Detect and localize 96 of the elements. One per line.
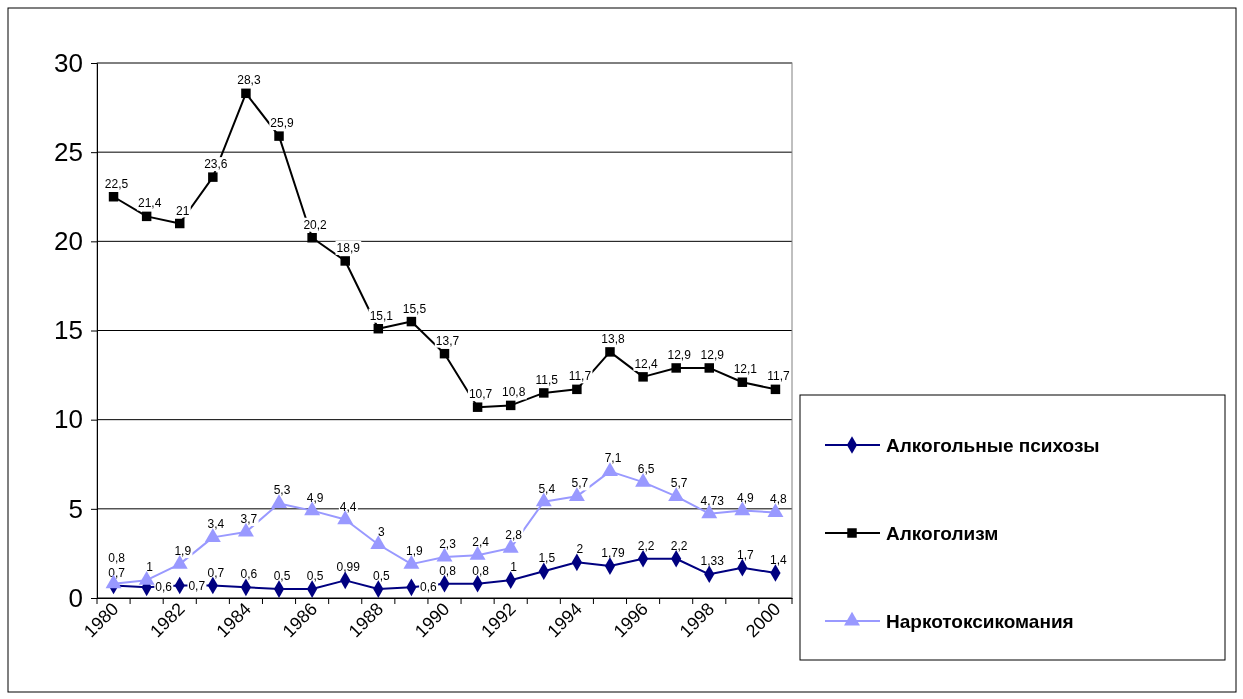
point	[704, 363, 715, 373]
data-label: 0,8	[439, 563, 457, 578]
point	[141, 211, 152, 222]
point	[505, 400, 516, 411]
data-label: 6,5	[637, 462, 655, 477]
data-label: 5,3	[273, 483, 291, 498]
data-label: 11,7	[767, 369, 791, 384]
data-label: 1	[146, 560, 154, 575]
data-label: 0,6	[420, 580, 438, 595]
point	[373, 323, 384, 334]
data-label: 1,9	[406, 544, 424, 559]
data-label: 5,7	[670, 476, 688, 491]
point	[370, 535, 387, 550]
point	[671, 363, 681, 373]
data-label: 21,4	[137, 196, 162, 211]
point	[605, 347, 615, 357]
data-label: 2	[576, 542, 584, 557]
data-label: 28,3	[237, 73, 261, 88]
data-label: 1,33	[700, 554, 725, 569]
data-label: 3,4	[207, 517, 225, 532]
data-label: 4,8	[770, 492, 788, 507]
data-label: 15,1	[369, 308, 394, 323]
point	[472, 402, 483, 412]
data-label: 23,6	[204, 157, 228, 172]
data-label: 25,9	[270, 116, 295, 131]
point	[138, 570, 155, 585]
data-label: 12,1	[733, 362, 758, 377]
data-label: 4,73	[700, 493, 725, 508]
data-label: 18,9	[336, 240, 361, 255]
data-label: 4,9	[737, 490, 755, 505]
point	[274, 131, 284, 141]
data-label: 3,7	[240, 512, 258, 527]
data-label: 5,4	[538, 481, 556, 496]
data-label: 12,4	[634, 356, 659, 371]
point	[241, 88, 251, 99]
legend-label: Алкоголизм	[886, 523, 999, 544]
data-label: 12,9	[700, 347, 725, 362]
y-tick-label: 5	[68, 493, 83, 524]
data-label: 2,3	[439, 536, 457, 551]
data-label: 4,4	[339, 499, 357, 514]
data-label: 3	[377, 524, 385, 539]
data-label: 0,8	[472, 563, 490, 578]
data-label: 7,1	[604, 451, 622, 466]
point	[208, 172, 218, 182]
data-label: 0,7	[108, 565, 126, 580]
data-label: 11,7	[568, 369, 592, 384]
data-label: 22,5	[104, 176, 129, 191]
data-label: 1,79	[601, 546, 625, 561]
data-label: 5,7	[571, 476, 589, 491]
y-tick-label: 10	[54, 404, 83, 435]
data-label: 2,2	[670, 538, 688, 553]
y-tick-label: 15	[54, 315, 83, 346]
y-tick-label: 0	[68, 582, 83, 613]
data-label: 0,8	[108, 550, 126, 565]
data-label: 12,9	[667, 347, 692, 362]
y-tick-label: 30	[54, 47, 83, 78]
data-label: 10,7	[468, 387, 493, 402]
point	[737, 377, 748, 387]
point	[638, 372, 648, 382]
data-label: 13,8	[601, 331, 625, 346]
data-label: 0,7	[207, 565, 225, 580]
data-label: 4,9	[306, 490, 324, 505]
data-label: 0,5	[306, 569, 324, 584]
point	[406, 316, 417, 327]
y-tick-label: 20	[54, 226, 83, 257]
data-label: 21	[176, 203, 190, 218]
data-label: 2,2	[637, 538, 655, 553]
point	[108, 192, 119, 202]
data-label: 0,5	[372, 569, 390, 584]
data-label: 1,7	[737, 547, 755, 562]
point	[572, 384, 582, 395]
data-label: 0,6	[155, 580, 173, 595]
point	[539, 388, 549, 398]
data-label: 20,2	[303, 217, 328, 232]
data-label: 1,5	[538, 551, 556, 566]
data-label: 1	[510, 560, 518, 575]
point	[307, 233, 317, 243]
point	[175, 218, 185, 229]
legend-label: Алкогольные психозы	[886, 435, 1100, 456]
data-label: 10,8	[502, 385, 526, 400]
y-tick-label: 25	[54, 136, 83, 167]
data-label: 1,9	[174, 544, 192, 559]
data-label: 2,8	[505, 528, 523, 543]
data-label: 15,5	[402, 301, 427, 316]
point	[770, 384, 781, 395]
data-label: 11,5	[535, 372, 559, 387]
data-label: 0,5	[273, 569, 291, 584]
data-label: 0,7	[188, 578, 206, 593]
data-label: 1,4	[770, 553, 788, 568]
point	[340, 256, 350, 266]
data-label: 13,7	[435, 333, 460, 348]
data-label: 0,6	[240, 567, 258, 582]
point	[439, 348, 450, 359]
data-label: 0,99	[336, 560, 361, 575]
data-label: 2,4	[472, 535, 490, 550]
legend-label: Наркотоксикомания	[886, 611, 1074, 632]
